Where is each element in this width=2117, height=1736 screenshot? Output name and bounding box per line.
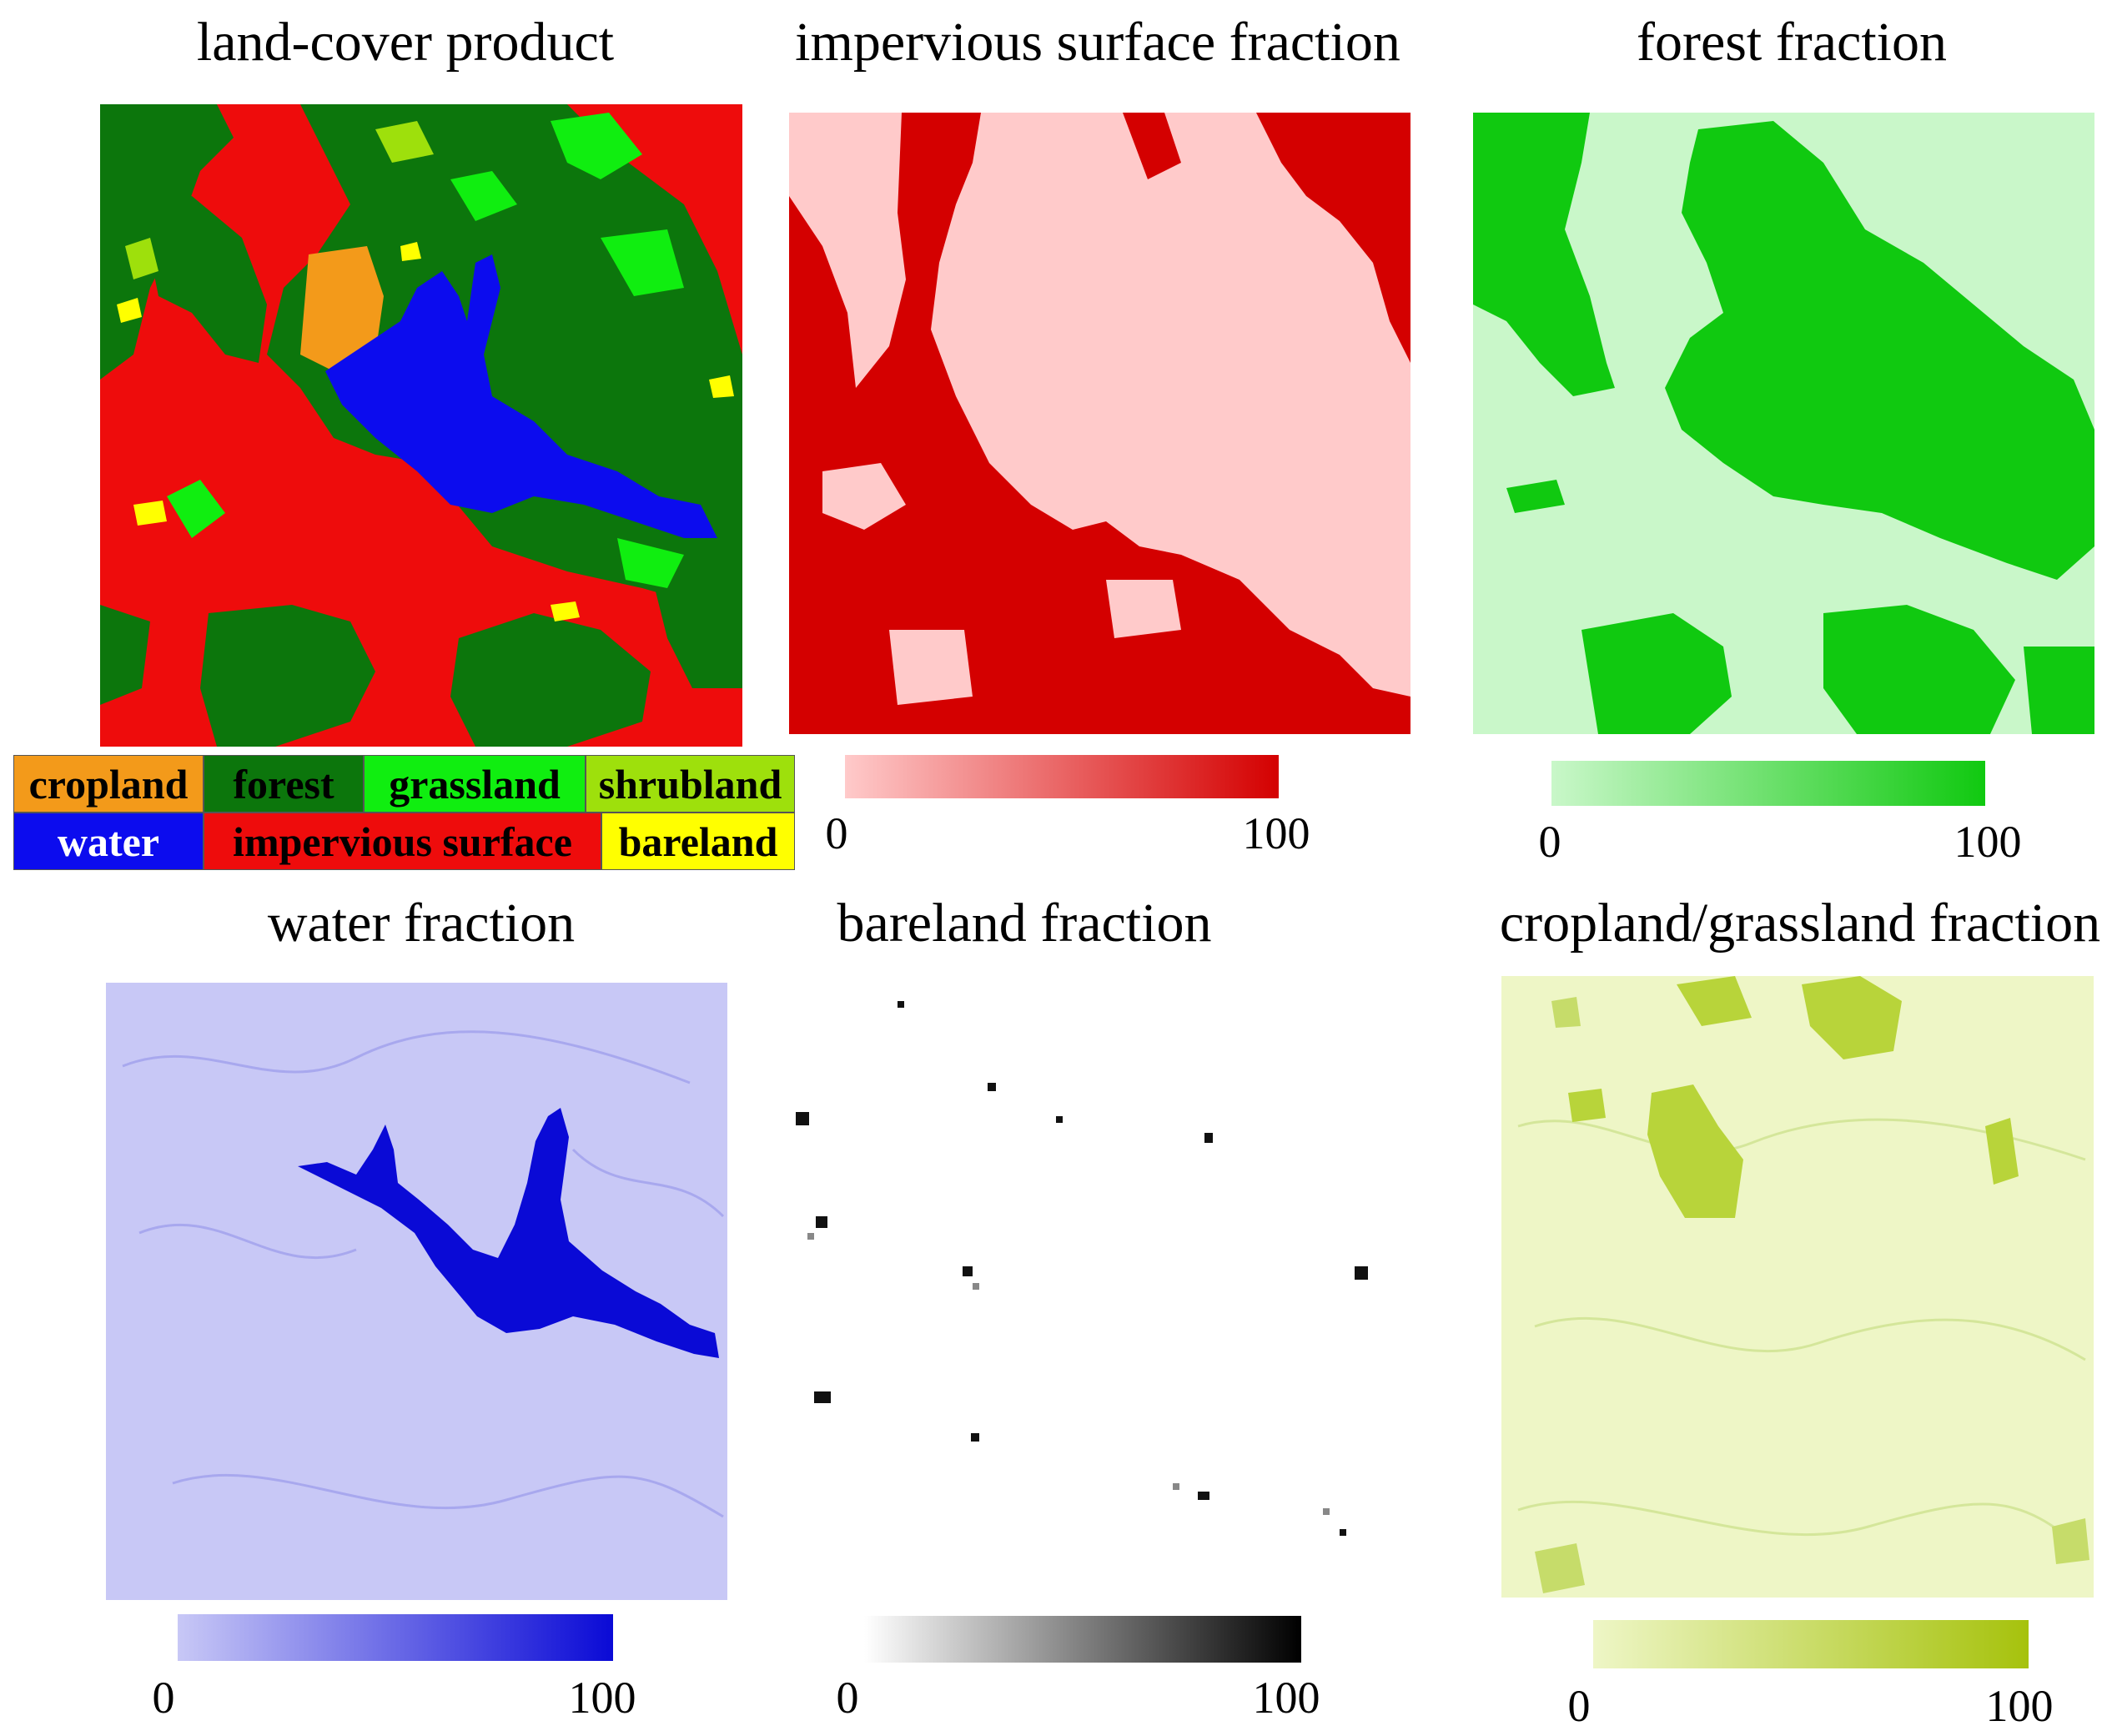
landcover-legend: cropland forest grassland shrubland wate… bbox=[13, 755, 795, 870]
landcover-map bbox=[100, 104, 742, 747]
bareland-colorbar bbox=[864, 1616, 1301, 1663]
water-colorbar bbox=[178, 1614, 613, 1661]
legend-label-water: water bbox=[57, 818, 160, 865]
impervious-scale-min: 0 bbox=[825, 808, 848, 858]
panel-title-cropgrass: cropland/grassland fraction bbox=[1499, 893, 2101, 954]
panel-title-landcover: land-cover product bbox=[196, 12, 615, 73]
bareland-scale-max: 100 bbox=[1252, 1673, 1320, 1723]
impervious-colorbar bbox=[845, 755, 1279, 798]
water-scale-max: 100 bbox=[568, 1673, 636, 1723]
bareland-scale-min: 0 bbox=[836, 1673, 859, 1723]
legend-water: water bbox=[13, 813, 204, 870]
legend-label-bareland: bareland bbox=[618, 818, 778, 865]
legend-label-impervious-surface: impervious surface bbox=[233, 818, 572, 865]
legend-bareland: bareland bbox=[601, 813, 795, 870]
bareland-fraction-map bbox=[789, 983, 1410, 1600]
water-scale-min: 0 bbox=[152, 1673, 175, 1723]
legend-impervious-surface: impervious surface bbox=[204, 813, 601, 870]
forest-fraction-map bbox=[1473, 113, 2094, 734]
legend-shrubland: shrubland bbox=[586, 755, 795, 813]
cropgrass-scale-max: 100 bbox=[1985, 1681, 2054, 1731]
forest-colorbar bbox=[1551, 761, 1985, 806]
panel-title-forest: forest fraction bbox=[1637, 12, 1947, 73]
impervious-scale-max: 100 bbox=[1242, 808, 1310, 858]
water-fraction-map bbox=[106, 983, 727, 1600]
legend-grassland: grassland bbox=[364, 755, 586, 813]
legend-forest: forest bbox=[204, 755, 364, 813]
legend-label-shrubland: shrubland bbox=[598, 760, 782, 808]
panel-title-impervious: impervious surface fraction bbox=[795, 12, 1400, 73]
impervious-fraction-map bbox=[789, 113, 1410, 734]
panel-title-bareland: bareland fraction bbox=[837, 893, 1212, 954]
cropgrass-scale-min: 0 bbox=[1567, 1681, 1591, 1731]
panel-title-water: water fraction bbox=[267, 893, 576, 954]
legend-label-forest: forest bbox=[233, 760, 334, 808]
cropgrass-fraction-map bbox=[1501, 976, 2094, 1598]
legend-cropland: cropland bbox=[13, 755, 204, 813]
legend-label-cropland: cropland bbox=[28, 760, 189, 808]
forest-scale-min: 0 bbox=[1538, 817, 1561, 867]
cropgrass-colorbar bbox=[1593, 1620, 2029, 1668]
forest-scale-max: 100 bbox=[1954, 817, 2022, 867]
legend-label-grassland: grassland bbox=[389, 760, 561, 808]
